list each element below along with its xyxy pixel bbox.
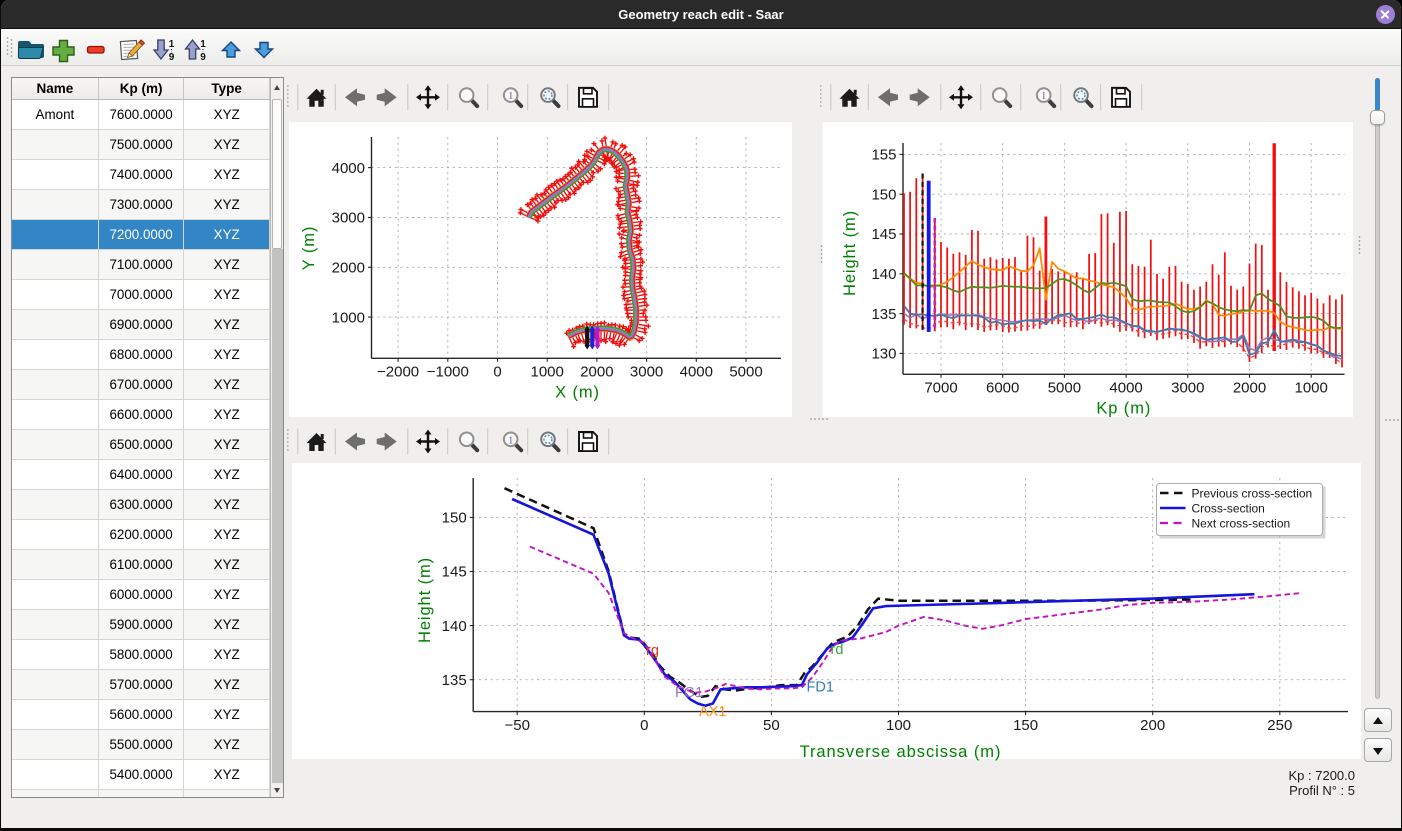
svg-text:1: 1 <box>200 39 206 50</box>
svg-text:FG1: FG1 <box>675 685 703 701</box>
svg-text:1: 1 <box>169 39 175 50</box>
svg-text:150: 150 <box>871 186 896 203</box>
svg-text:1: 1 <box>508 91 513 102</box>
svg-text:135: 135 <box>442 672 467 689</box>
svg-text:50: 50 <box>763 717 780 734</box>
svg-text:2000: 2000 <box>1233 380 1266 397</box>
svg-text:145: 145 <box>871 226 896 243</box>
svg-text:140: 140 <box>871 266 896 283</box>
svg-text:−50: −50 <box>504 717 529 734</box>
svg-text:5000: 5000 <box>729 364 762 381</box>
svg-text:100: 100 <box>886 717 911 734</box>
svg-text:Height (m): Height (m) <box>841 210 859 296</box>
svg-text:9: 9 <box>169 52 175 63</box>
svg-text:4000: 4000 <box>1109 380 1142 397</box>
svg-text:1: 1 <box>1041 91 1046 102</box>
svg-text:4000: 4000 <box>680 364 713 381</box>
svg-text:3000: 3000 <box>332 210 365 227</box>
svg-text:2000: 2000 <box>580 364 613 381</box>
svg-text:Cross-section: Cross-section <box>1192 501 1265 515</box>
svg-text:FD1: FD1 <box>807 680 834 696</box>
svg-text:1000: 1000 <box>531 364 564 381</box>
svg-text:145: 145 <box>442 564 467 581</box>
svg-text:4000: 4000 <box>332 160 365 177</box>
svg-text:Height (m): Height (m) <box>416 557 434 643</box>
svg-text:2000: 2000 <box>332 260 365 277</box>
svg-text:Kp (m): Kp (m) <box>1096 399 1151 417</box>
svg-text:AX1: AX1 <box>699 704 726 720</box>
svg-text:rg: rg <box>646 643 659 659</box>
svg-text:3000: 3000 <box>1171 380 1204 397</box>
svg-text:9: 9 <box>200 52 206 63</box>
svg-text:Next cross-section: Next cross-section <box>1192 516 1291 530</box>
svg-text:140: 140 <box>442 618 467 635</box>
svg-text:130: 130 <box>871 346 896 363</box>
svg-text:3000: 3000 <box>630 364 663 381</box>
svg-text:150: 150 <box>442 510 467 527</box>
svg-text:−1000: −1000 <box>427 364 469 381</box>
svg-text:1: 1 <box>508 435 513 446</box>
svg-text:0: 0 <box>640 717 648 734</box>
svg-text:155: 155 <box>871 147 896 164</box>
svg-text:150: 150 <box>1013 717 1038 734</box>
svg-text:−2000: −2000 <box>377 364 419 381</box>
svg-text:200: 200 <box>1140 717 1165 734</box>
svg-text:135: 135 <box>871 306 896 323</box>
svg-text:Previous cross-section: Previous cross-section <box>1192 486 1313 500</box>
svg-text:250: 250 <box>1267 717 1292 734</box>
svg-text:X (m): X (m) <box>555 383 600 401</box>
svg-text:Transverse abscissa (m): Transverse abscissa (m) <box>800 743 1002 761</box>
svg-text:6000: 6000 <box>986 380 1019 397</box>
svg-text:5000: 5000 <box>1048 380 1081 397</box>
svg-text:Y (m): Y (m) <box>300 226 318 271</box>
svg-text:1000: 1000 <box>332 309 365 326</box>
svg-text:7000: 7000 <box>924 380 957 397</box>
svg-text:1000: 1000 <box>1295 380 1328 397</box>
svg-text:rd: rd <box>831 642 844 658</box>
svg-text:0: 0 <box>493 364 501 381</box>
